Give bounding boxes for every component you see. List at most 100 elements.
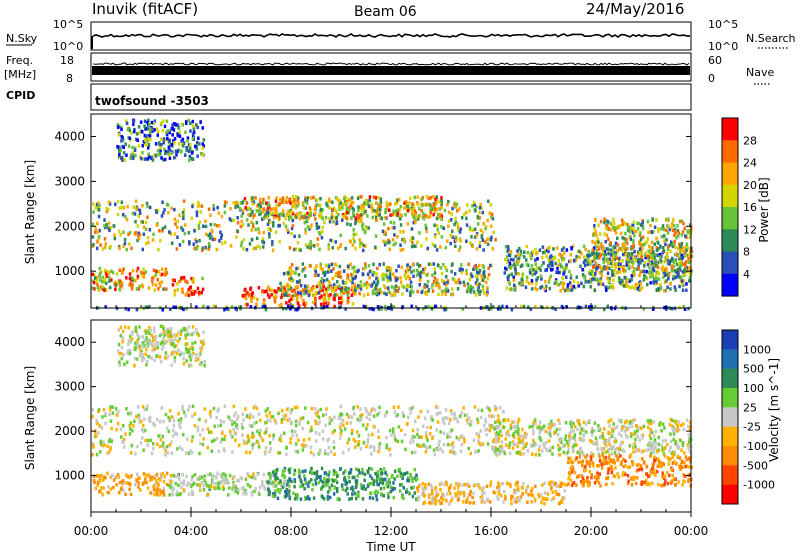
data-cell <box>652 447 655 451</box>
data-cell <box>459 414 462 418</box>
data-cell <box>493 404 496 409</box>
data-cell <box>670 269 674 273</box>
data-cell <box>150 155 153 160</box>
data-cell <box>364 202 367 206</box>
data-cell <box>108 407 112 412</box>
data-cell <box>521 438 525 442</box>
data-cell <box>677 275 681 279</box>
data-cell <box>486 242 490 246</box>
data-cell <box>299 291 303 296</box>
data-cell <box>338 497 341 502</box>
data-cell <box>317 475 320 479</box>
data-cell <box>245 218 249 222</box>
data-cell <box>371 432 374 437</box>
data-cell <box>340 291 343 295</box>
data-cell <box>144 270 148 274</box>
data-cell <box>653 438 657 442</box>
data-cell <box>475 233 478 238</box>
data-cell <box>293 478 296 482</box>
data-cell <box>191 474 194 479</box>
data-cell <box>285 271 289 275</box>
colorbar-swatch <box>722 140 738 164</box>
data-cell <box>444 416 447 420</box>
data-cell <box>271 242 274 247</box>
data-cell <box>267 492 271 497</box>
data-cell <box>623 237 626 241</box>
data-cell <box>199 475 202 479</box>
data-cell <box>580 438 583 442</box>
data-cell <box>386 207 389 211</box>
data-cell <box>507 274 511 278</box>
data-cell <box>607 431 611 436</box>
data-cell <box>283 199 286 203</box>
data-cell <box>593 232 596 236</box>
data-cell <box>470 235 473 239</box>
data-cell <box>162 287 165 291</box>
data-cell <box>416 269 419 273</box>
data-cell <box>191 136 195 141</box>
data-cell <box>582 433 585 438</box>
data-cell <box>293 198 296 202</box>
data-cell <box>518 281 521 286</box>
data-cell <box>422 271 425 275</box>
data-cell <box>271 480 275 485</box>
data-cell <box>361 222 365 226</box>
data-cell <box>567 440 571 444</box>
data-cell <box>161 434 164 439</box>
data-cell <box>287 468 291 472</box>
data-cell <box>580 427 583 432</box>
data-cell <box>347 437 351 442</box>
data-cell <box>643 261 646 265</box>
data-cell <box>208 236 212 240</box>
data-cell <box>350 415 354 419</box>
data-cell <box>195 239 198 244</box>
data-cell <box>448 435 452 439</box>
data-cell <box>342 269 346 273</box>
data-cell <box>351 492 354 496</box>
data-cell <box>503 418 507 423</box>
data-cell <box>196 204 199 209</box>
data-cell <box>328 421 331 426</box>
data-cell <box>469 272 473 276</box>
data-cell <box>202 304 205 309</box>
data-cell <box>416 289 419 294</box>
data-cell <box>131 145 134 150</box>
data-cell <box>425 273 428 277</box>
data-cell <box>548 286 552 291</box>
data-cell <box>316 237 320 241</box>
data-cell <box>147 286 151 290</box>
data-cell <box>591 426 594 431</box>
data-cell <box>235 235 238 239</box>
data-cell <box>687 230 690 235</box>
data-cell <box>116 145 119 149</box>
data-cell <box>199 210 202 214</box>
data-cell <box>354 216 357 221</box>
data-cell <box>232 482 235 487</box>
data-cell <box>663 280 667 284</box>
data-cell <box>370 202 373 207</box>
data-cell <box>626 284 629 289</box>
data-cell <box>231 435 234 439</box>
data-cell <box>566 450 570 455</box>
data-cell <box>636 435 639 439</box>
data-cell <box>623 429 627 433</box>
data-cell <box>617 264 621 269</box>
data-cell <box>345 281 348 285</box>
data-cell <box>524 435 527 439</box>
data-cell <box>395 268 398 273</box>
data-cell <box>97 408 101 412</box>
data-cell <box>373 408 377 412</box>
data-cell <box>453 204 456 208</box>
data-cell <box>435 428 438 432</box>
data-cell <box>682 427 686 432</box>
data-cell <box>370 444 373 449</box>
data-cell <box>364 282 367 287</box>
data-cell <box>262 245 265 249</box>
data-cell <box>525 244 528 249</box>
data-cell <box>582 244 586 249</box>
data-cell <box>598 279 602 283</box>
data-cell <box>339 201 342 205</box>
data-cell <box>612 278 615 282</box>
data-cell <box>661 439 665 443</box>
data-cell <box>156 133 159 137</box>
